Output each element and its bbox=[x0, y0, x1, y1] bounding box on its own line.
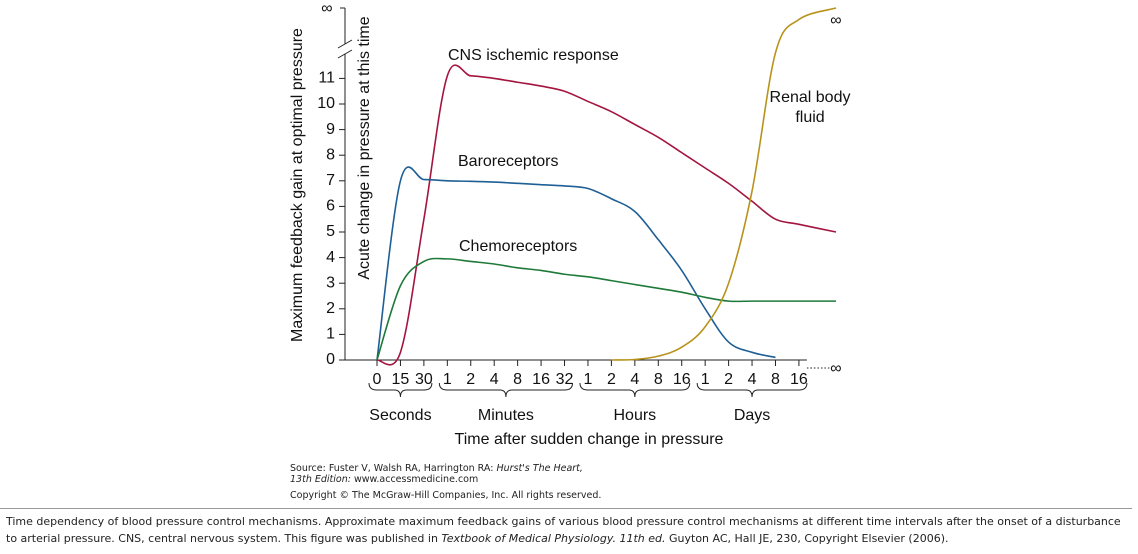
caption-text: Guyton AC, Hall JE, 230, Copyright Elsev… bbox=[665, 532, 949, 545]
source-title: Hurst's The Heart, bbox=[496, 463, 583, 474]
copyright: Copyright © The McGraw-Hill Companies, I… bbox=[290, 490, 602, 501]
y-tick-label: 1 bbox=[326, 326, 335, 343]
x-tick-label: 8 bbox=[513, 371, 522, 388]
group-label: Days bbox=[734, 407, 770, 424]
x-tick-label: 2 bbox=[466, 371, 475, 388]
source-prefix: Source: Fuster V, Walsh RA, Harrington R… bbox=[290, 463, 497, 474]
x-tick-label: 1 bbox=[584, 371, 593, 388]
group-brace bbox=[438, 382, 574, 398]
group-brace bbox=[696, 382, 808, 398]
series-label: Baroreceptors bbox=[458, 153, 559, 170]
series-line bbox=[376, 166, 776, 361]
y-tick-label: 6 bbox=[326, 198, 335, 215]
y-tick-label: 11 bbox=[318, 70, 335, 87]
x-tick-label: 2 bbox=[607, 371, 616, 388]
caption: Time dependency of blood pressure contro… bbox=[0, 508, 1132, 551]
x-tick-label: 4 bbox=[490, 371, 499, 388]
x-tick-label: 1 bbox=[701, 371, 710, 388]
axis-break bbox=[337, 39, 353, 49]
series-line bbox=[376, 257, 836, 361]
y-tick-label: 9 bbox=[326, 121, 335, 138]
group-label: Hours bbox=[613, 407, 656, 424]
y-tick-label: 0 bbox=[326, 351, 335, 368]
x-tick-label: 2 bbox=[724, 371, 733, 388]
y-tick-label: 7 bbox=[326, 172, 335, 189]
x-end-label: ∞ bbox=[830, 360, 841, 377]
source: Source: Fuster V, Walsh RA, Harrington R… bbox=[290, 463, 583, 485]
x-tick-label: 4 bbox=[630, 371, 639, 388]
y-title: Maximum feedback gain at optimal pressur… bbox=[289, 28, 306, 342]
x-tick-label: 16 bbox=[532, 371, 550, 388]
renal-end-label: ∞ bbox=[830, 12, 841, 29]
y-tick-label: 8 bbox=[326, 146, 335, 163]
y-tick-label: 5 bbox=[326, 223, 335, 240]
source-url: www.accessmedicine.com bbox=[350, 474, 479, 485]
series-label: CNS ischemic response bbox=[448, 47, 619, 64]
y-tick-label: 4 bbox=[326, 249, 335, 266]
y-tick-label: 2 bbox=[326, 300, 335, 317]
x-tick-label: 16 bbox=[673, 371, 691, 388]
x-tick-label: 1 bbox=[443, 371, 452, 388]
x-tick-label: 8 bbox=[654, 371, 663, 388]
y-tick-label: 3 bbox=[326, 274, 335, 291]
group-label: Seconds bbox=[369, 407, 431, 424]
y-tick-label: 10 bbox=[317, 95, 335, 112]
x-tick-label: 30 bbox=[415, 371, 433, 388]
x-tick-label: 4 bbox=[748, 371, 757, 388]
y-title-2: Acute change in pressure at this time bbox=[356, 16, 373, 279]
x-tick-label: 15 bbox=[392, 371, 410, 388]
source-edition: 13th Edition: bbox=[290, 474, 351, 485]
y-top-label: ∞ bbox=[321, 0, 332, 17]
caption-text: Time dependency of blood pressure contro… bbox=[6, 515, 1121, 545]
x-title: Time after sudden change in pressure bbox=[455, 431, 724, 448]
series-line bbox=[376, 64, 837, 366]
series-label: Renal body fluid bbox=[769, 89, 851, 126]
x-tick-label: 0 bbox=[373, 371, 382, 388]
axis-break bbox=[337, 49, 353, 59]
caption-book: Textbook of Medical Physiology. 11th ed. bbox=[441, 532, 666, 545]
x-tick-label: 32 bbox=[556, 371, 574, 388]
group-brace bbox=[579, 382, 691, 398]
series-line bbox=[611, 7, 837, 361]
x-tick-label: 16 bbox=[790, 371, 808, 388]
group-label: Minutes bbox=[478, 407, 534, 424]
x-tick-label: 8 bbox=[771, 371, 780, 388]
group-brace bbox=[368, 382, 433, 398]
series-label: Chemoreceptors bbox=[459, 238, 578, 255]
